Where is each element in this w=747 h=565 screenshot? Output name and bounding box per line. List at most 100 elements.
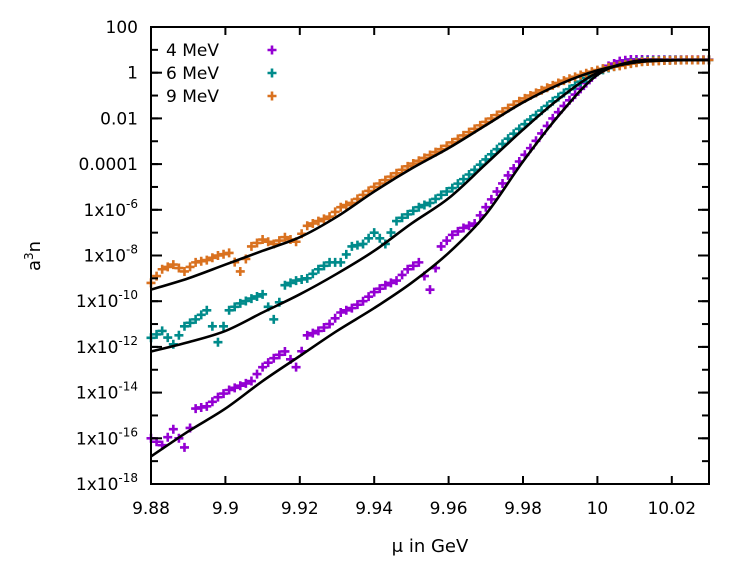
data-point (408, 206, 418, 216)
data-point (302, 330, 312, 340)
data-point (252, 238, 262, 248)
data-point (431, 194, 441, 204)
y-tick-label: 1x10-14 (76, 380, 138, 404)
x-tick-label: 9.88 (132, 499, 170, 519)
data-point (163, 262, 173, 272)
data-point (258, 235, 268, 245)
data-point (219, 389, 229, 399)
data-point (224, 248, 234, 258)
data-point (403, 209, 413, 219)
legend-label: 9 MeV (166, 87, 219, 107)
data-point (458, 174, 468, 184)
data-point (224, 385, 234, 395)
data-point (464, 169, 474, 179)
data-point (163, 333, 173, 343)
y-tick-label: 1x10-10 (76, 288, 138, 312)
data-point (213, 251, 223, 260)
data-point (408, 261, 418, 271)
data-point (313, 216, 323, 226)
data-point (380, 280, 390, 290)
data-point (447, 183, 457, 193)
data-point (425, 285, 435, 295)
data-point (224, 305, 234, 315)
y-axis-label: a3n (22, 241, 45, 271)
data-point (419, 200, 429, 210)
data-point (341, 249, 351, 259)
data-point (196, 310, 206, 320)
y-tick-label: 0.01 (100, 109, 138, 129)
data-point (258, 362, 268, 372)
x-tick-label: 9.94 (355, 499, 393, 519)
y-tick-label: 1x10-8 (84, 243, 138, 267)
data-point (174, 263, 184, 273)
data-point (213, 337, 223, 347)
data-point (263, 358, 273, 368)
data-point (325, 319, 335, 329)
y-tick-label: 1x10-12 (76, 334, 138, 358)
data-point (503, 170, 513, 180)
data-point (392, 276, 402, 286)
data-point (486, 194, 496, 204)
data-point (369, 228, 379, 238)
data-point (258, 289, 268, 299)
legend-marker (267, 68, 277, 78)
data-point (403, 264, 413, 274)
data-point (392, 216, 402, 226)
data-point (274, 350, 284, 360)
data-point (375, 284, 385, 294)
data-point (358, 296, 368, 306)
data-point (330, 207, 340, 217)
data-point (341, 305, 351, 315)
data-point (179, 321, 189, 331)
x-tick-label: 9.9 (212, 499, 239, 519)
data-point (168, 260, 178, 270)
plot-frame (150, 26, 710, 485)
data-point (386, 228, 396, 238)
data-point (397, 270, 407, 280)
data-point (163, 432, 173, 442)
legend: 4 MeV 6 MeV 9 MeV (166, 41, 277, 107)
data-point (302, 221, 312, 231)
data-point (219, 321, 229, 331)
data-point (191, 314, 201, 324)
y-tick-label: 1x10-16 (76, 425, 138, 449)
data-point (375, 233, 385, 243)
data-point (358, 239, 368, 249)
data-point (341, 200, 351, 210)
data-point (213, 392, 223, 402)
data-point (252, 369, 262, 379)
data-point (269, 314, 279, 324)
y-tick-label: 1 (127, 64, 138, 84)
data-point (498, 178, 508, 188)
data-point (336, 308, 346, 318)
data-point (280, 232, 290, 242)
data-point (246, 376, 256, 386)
data-point (475, 210, 485, 220)
data-point (442, 236, 452, 246)
data-point (202, 255, 212, 265)
legend-label: 4 MeV (166, 41, 219, 61)
data-point (207, 253, 217, 263)
data-point (280, 280, 290, 290)
x-tick-label: 10 (587, 499, 609, 519)
fit-curve-9-mev (150, 58, 710, 291)
data-point (364, 292, 374, 302)
y-tick-label: 1x10-18 (76, 471, 138, 495)
fit-curves (150, 58, 710, 458)
data-point (364, 233, 374, 243)
data-point (202, 305, 212, 315)
x-tick-label: 9.98 (504, 499, 542, 519)
data-point (241, 378, 251, 388)
data-point (319, 261, 329, 271)
data-point (436, 241, 446, 251)
data-point (397, 213, 407, 223)
y-tick-label: 0.0001 (79, 155, 138, 175)
data-point (308, 269, 318, 279)
data-point (235, 298, 245, 308)
data-point (157, 264, 167, 274)
data-point (436, 190, 446, 200)
x-tick-label: 9.92 (281, 499, 319, 519)
data-point (347, 303, 357, 313)
data-point (246, 294, 256, 304)
chart-marks (146, 54, 714, 452)
